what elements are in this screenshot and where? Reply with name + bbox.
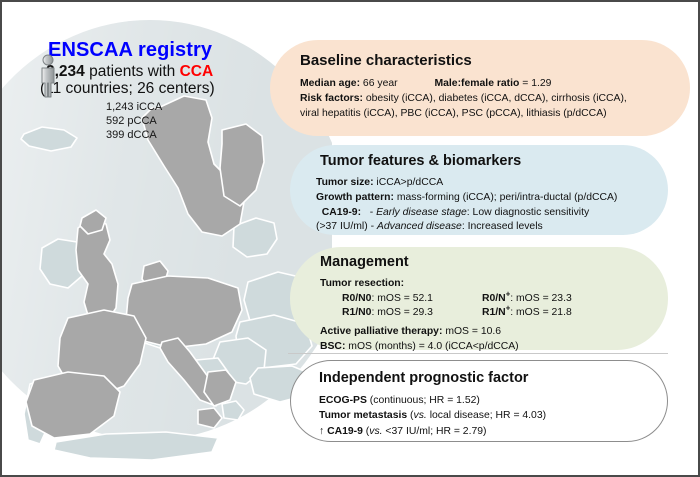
bsc-label: BSC: <box>320 341 346 353</box>
ca199-label: CA19-9: <box>321 206 362 218</box>
resection-row-0: R0/N0: mOS = 52.1 R0/N+: mOS = 23.3 <box>342 290 572 305</box>
tumor-size-line: Tumor size: iCCA>p/dCCA <box>316 176 617 191</box>
panel-tumor-body: Tumor size: iCCA>p/dCCA Growth pattern: … <box>316 176 617 235</box>
metastasis-vs: vs. <box>413 410 427 422</box>
registry-title: ENSCAA registry <box>48 39 213 61</box>
palliative-value: mOS = 10.6 <box>442 326 502 338</box>
tumor-resection-label: Tumor resection: <box>320 278 405 289</box>
prognostic-ecog-line: ECOG-PS (continuous; HR = 1.52) <box>319 393 546 408</box>
panel-management-body: Tumor resection: R0/N0: mOS = 52.1 R0/N+… <box>320 276 572 354</box>
prognostic-ca199-line: ↑ CA19-9 (vs. <37 IU/ml; HR = 2.79) <box>319 425 487 437</box>
panel-baseline-characteristics: Baseline characteristics Median age: 66 … <box>270 40 690 136</box>
patients-text: patients with <box>84 63 180 80</box>
panel-baseline-title: Baseline characteristics <box>300 52 472 69</box>
resection-left-0: R0/N0: mOS = 52.1 <box>342 293 433 305</box>
ca199-early-line: CA19-9: - Early disease stage: Low diagn… <box>316 206 617 221</box>
panel-prognostic-body: ECOG-PS (continuous; HR = 1.52) Tumor me… <box>319 393 546 439</box>
panel-baseline-body: Median age: 66 year Male:female ratio = … <box>300 77 627 121</box>
resection-row-1: R1/N0: mOS = 29.3 R1/N+: mOS = 21.8 <box>342 304 572 319</box>
resection-right-1: R1/N+: mOS = 21.8 <box>482 303 572 319</box>
ecog-value: (continuous; HR = 1.52) <box>366 395 480 406</box>
panel-tumor-title: Tumor features & biomarkers <box>320 153 522 169</box>
risk-factors-label: Risk factors: <box>300 92 363 104</box>
tumor-size-value: iCCA>p/dCCA <box>373 177 444 188</box>
bsc-value: mOS (months) = 4.0 (iCCA<p/dCCA) <box>345 341 519 353</box>
up-arrow-icon: ↑ <box>319 425 328 437</box>
growth-pattern-line: Growth pattern: mass-forming (iCCA); per… <box>316 191 617 206</box>
breakdown-dcca: 399 dCCA <box>106 128 157 141</box>
baseline-line-1: Median age: 66 year Male:female ratio = … <box>300 77 627 92</box>
panel-tumor-features: Tumor features & biomarkers Tumor size: … <box>290 145 668 235</box>
ca199-early-stage: Early disease stage <box>376 206 467 218</box>
metastasis-label: Tumor metastasis <box>319 410 408 422</box>
metastasis-value: local disease; HR = 4.03) <box>426 410 547 422</box>
panel-management-title: Management <box>320 254 409 270</box>
panel-prognostic-title: Independent prognostic factor <box>319 370 529 386</box>
palliative-label: Active palliative therapy: <box>320 326 443 338</box>
prog-ca199-value: <37 IU/ml; HR = 2.79) <box>382 425 487 437</box>
registry-header: ENSCAA registry 2,234 patients with CCA … <box>20 40 290 143</box>
ca199-advanced-stage: Advanced disease <box>376 221 462 233</box>
bsc-line: BSC: mOS (months) = 4.0 (iCCA<p/dCCA) <box>320 339 519 354</box>
ca199-adv-dash: - <box>367 221 377 233</box>
baseline-line-2: Risk factors: obesity (iCCA), diabetes (… <box>300 92 627 107</box>
tumor-size-label: Tumor size: <box>316 177 374 188</box>
resection-right-0: R0/N+: mOS = 23.3 <box>482 289 572 305</box>
ecog-label: ECOG-PS <box>319 395 367 406</box>
ca199-early-value: : Low diagnostic sensitivity <box>466 206 590 218</box>
prog-ca199-vs: vs. <box>369 425 383 437</box>
subtype-breakdown: 1,243 iCCA 592 pCCA 399 dCCA <box>106 101 290 143</box>
breakdown-pcca: 592 pCCA <box>106 114 157 127</box>
growth-pattern-value: mass-forming (iCCA); peri/intra-ductal (… <box>393 191 618 203</box>
palliative-line: Active palliative therapy: mOS = 10.6 <box>320 324 519 339</box>
panel-management: Management Tumor resection: R0/N0: mOS =… <box>290 247 668 352</box>
growth-pattern-label: Growth pattern: <box>316 191 394 203</box>
panel-prognostic-factor: Independent prognostic factor ECOG-PS (c… <box>290 360 668 442</box>
person-icon <box>41 54 55 98</box>
risk-factors-value-2: viral hepatitis (iCCA), PBC (iCCA), PSC … <box>300 107 607 119</box>
ca199-early-dash: - <box>369 206 377 218</box>
baseline-line-3: viral hepatitis (iCCA), PBC (iCCA), PSC … <box>300 107 627 122</box>
prognostic-metastasis-line: Tumor metastasis (vs. local disease; HR … <box>319 410 547 422</box>
resection-left-1: R1/N0: mOS = 29.3 <box>342 307 433 319</box>
ca199-threshold: (>37 IU/ml) <box>316 221 368 233</box>
breakdown-icca: 1,243 iCCA <box>106 101 163 113</box>
prog-ca199-label: CA19-9 <box>327 425 363 437</box>
risk-factors-value-1: obesity (iCCA), diabetes (iCCA, dCCA), c… <box>362 92 627 104</box>
cca-highlight: CCA <box>179 63 214 80</box>
ca199-advanced-line: (>37 IU/ml) - Advanced disease: Increase… <box>316 220 617 235</box>
coverage-line: (11 countries; 26 centers) <box>40 80 215 97</box>
patients-count: 2,234 <box>46 63 85 80</box>
panel-divider <box>288 353 668 354</box>
sex-ratio-value: = 1.29 <box>519 78 552 89</box>
median-age-value: 66 year <box>360 78 398 89</box>
patients-line: 2,234 patients with CCA <box>46 63 290 81</box>
median-age-label: Median age: <box>300 78 361 89</box>
sex-ratio-label: Male:female ratio <box>434 78 520 89</box>
ca199-advanced-value: : Increased levels <box>461 221 543 233</box>
